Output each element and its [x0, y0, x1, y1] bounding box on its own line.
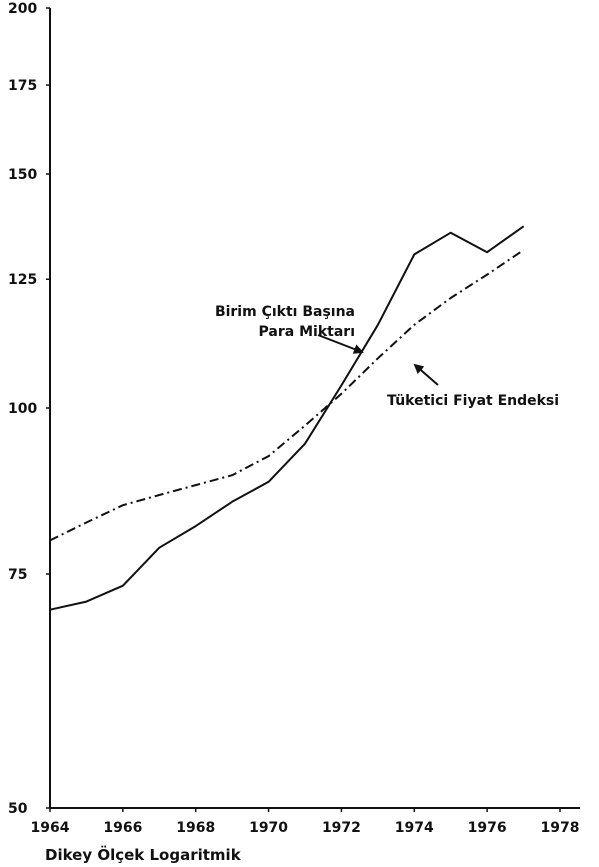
tick-labels: 50 75 100 125 150 175 200 1964 1966 1968 1970 1972 1… [8, 1, 579, 836]
annotation-arrow [317, 334, 364, 354]
y-tick-label: 75 [8, 567, 27, 583]
y-tick-label: 125 [8, 272, 37, 288]
x-tick-label: 1976 [468, 820, 507, 836]
series-lines [49, 225, 525, 611]
axis-note: Dikey Ölçek Logaritmik [45, 845, 242, 864]
x-tick-label: 1974 [395, 820, 434, 836]
x-tick-label: 1978 [541, 820, 580, 836]
y-tick-label: 200 [8, 1, 37, 17]
annotation-text: Para Miktarı [259, 324, 355, 340]
annotations: Birim Çıktı Başına Para Miktarı Tüketici F… [215, 304, 559, 409]
x-tick-label: 1964 [31, 820, 70, 836]
series-line-1 [49, 249, 525, 542]
annotation-text: Birim Çıktı Başına [215, 304, 355, 320]
y-tick-label: 150 [8, 167, 37, 183]
annotation-arrow [413, 363, 439, 386]
y-tick-label: 100 [8, 401, 37, 417]
y-tick-label: 50 [8, 801, 28, 817]
x-tick-label: 1970 [249, 820, 288, 836]
series-line-0 [49, 225, 525, 611]
axes [46, 7, 580, 812]
x-tick-label: 1968 [176, 820, 215, 836]
x-tick-label: 1966 [103, 820, 142, 836]
y-tick-label: 175 [8, 78, 37, 94]
annotation-text: Tüketici Fiyat Endeksi [387, 393, 559, 409]
x-tick-label: 1972 [322, 820, 361, 836]
